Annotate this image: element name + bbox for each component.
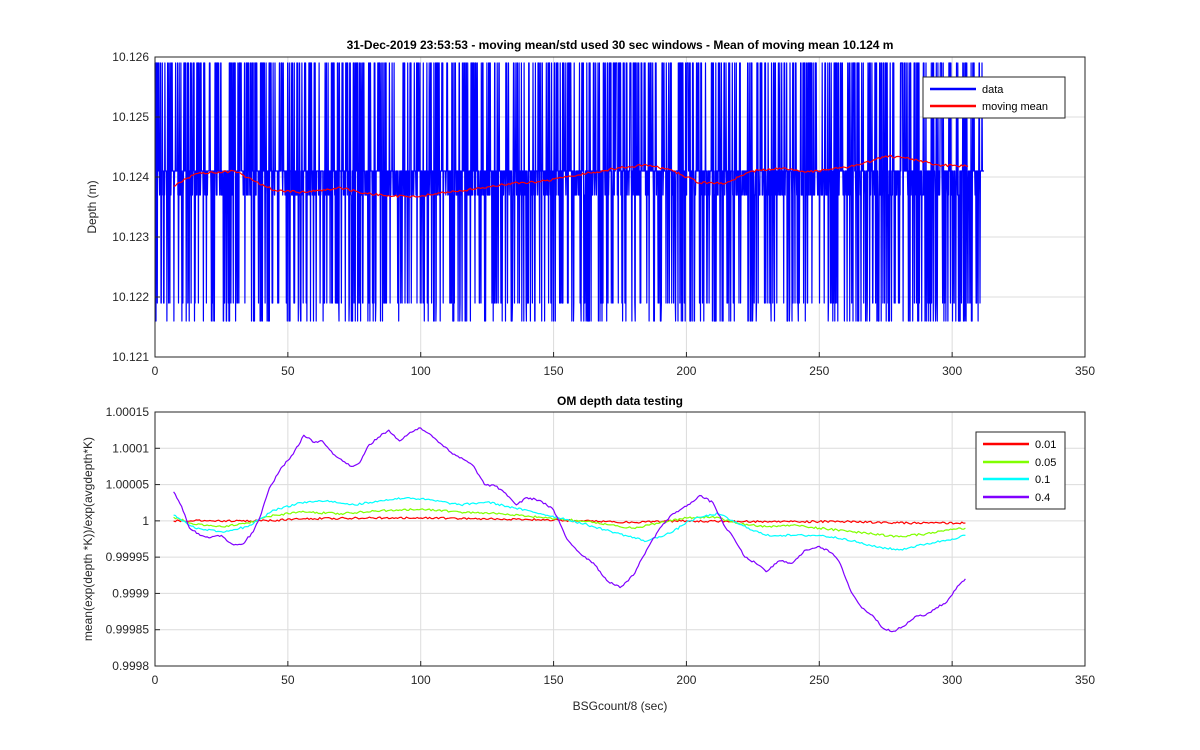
bottom-chart-legend: 0.01 0.05 0.1 0.4 bbox=[975, 431, 1066, 510]
x-tick-label: 350 bbox=[1075, 364, 1095, 378]
bottom-chart-grid bbox=[155, 412, 1085, 666]
y-tick-label: 1.00005 bbox=[106, 478, 150, 492]
bottom-chart-ylabel: mean(exp(depth *K))/exp(avgdepth*K) bbox=[81, 437, 95, 641]
series-line-data bbox=[154, 62, 985, 322]
y-tick-label: 10.124 bbox=[112, 170, 149, 184]
x-tick-label: 50 bbox=[281, 673, 295, 687]
x-tick-label: 0 bbox=[152, 673, 159, 687]
y-tick-label: 10.122 bbox=[112, 290, 149, 304]
legend-label-0-4: 0.4 bbox=[1035, 492, 1050, 504]
top-chart-title: 31-Dec-2019 23:53:53 - moving mean/std u… bbox=[347, 38, 894, 52]
x-tick-label: 250 bbox=[809, 364, 829, 378]
series-line-0-01 bbox=[173, 516, 966, 525]
bottom-chart-y-ticks: 0.9998 0.99985 0.9999 0.99995 1 1.00005 1.0001… bbox=[106, 405, 160, 673]
legend-label-0-1: 0.1 bbox=[1035, 474, 1050, 486]
series-line-0-1 bbox=[173, 497, 966, 551]
x-tick-label: 100 bbox=[411, 364, 431, 378]
series-line-0-4 bbox=[173, 427, 966, 633]
legend-label-0-01: 0.01 bbox=[1035, 439, 1056, 451]
y-tick-label: 1.0001 bbox=[112, 441, 149, 455]
y-tick-label: 0.9999 bbox=[112, 586, 149, 600]
y-tick-label: 10.123 bbox=[112, 230, 149, 244]
x-tick-label: 100 bbox=[411, 673, 431, 687]
x-tick-label: 200 bbox=[676, 673, 696, 687]
bottom-chart-plot-area bbox=[173, 427, 966, 633]
x-tick-label: 250 bbox=[809, 673, 829, 687]
x-tick-label: 50 bbox=[281, 364, 295, 378]
legend-label-moving-mean: moving mean bbox=[982, 101, 1048, 113]
y-tick-label: 0.99995 bbox=[106, 550, 150, 564]
x-tick-label: 150 bbox=[544, 364, 564, 378]
bottom-chart-xlabel: BSGcount/8 (sec) bbox=[573, 699, 668, 713]
y-tick-label: 0.9998 bbox=[112, 659, 149, 673]
series-line-moving-mean bbox=[173, 154, 969, 198]
x-tick-label: 0 bbox=[152, 364, 159, 378]
bottom-chart-axes bbox=[154, 411, 1086, 667]
y-tick-label: 10.125 bbox=[112, 110, 149, 124]
bottom-chart-x-ticks: 0 50 100 150 200 250 300 350 bbox=[152, 661, 1095, 687]
top-chart: 31-Dec-2019 23:53:53 - moving mean/std u… bbox=[85, 38, 1095, 378]
top-chart-plot-area bbox=[154, 62, 985, 322]
x-tick-label: 300 bbox=[942, 364, 962, 378]
x-tick-label: 200 bbox=[676, 364, 696, 378]
x-tick-label: 300 bbox=[942, 673, 962, 687]
y-tick-label: 0.99985 bbox=[106, 623, 150, 637]
bottom-chart: OM depth data testing 0 50 100 150 200 250 300… bbox=[81, 394, 1095, 713]
y-tick-label: 1 bbox=[142, 514, 149, 528]
x-tick-label: 350 bbox=[1075, 673, 1095, 687]
legend-label-0-05: 0.05 bbox=[1035, 457, 1056, 469]
top-chart-ylabel: Depth (m) bbox=[85, 180, 99, 233]
legend-label-data: data bbox=[982, 84, 1004, 96]
bottom-chart-title: OM depth data testing bbox=[557, 394, 683, 408]
top-chart-legend: data moving mean bbox=[922, 76, 1066, 119]
x-tick-label: 150 bbox=[544, 673, 564, 687]
y-tick-label: 10.121 bbox=[112, 350, 149, 364]
top-chart-x-ticks: 0 50 100 150 200 250 300 350 bbox=[152, 352, 1095, 378]
top-chart-y-ticks: 10.121 10.122 10.123 10.124 10.125 10.126 bbox=[112, 50, 160, 364]
y-tick-label: 10.126 bbox=[112, 50, 149, 64]
y-tick-label: 1.00015 bbox=[106, 405, 150, 419]
